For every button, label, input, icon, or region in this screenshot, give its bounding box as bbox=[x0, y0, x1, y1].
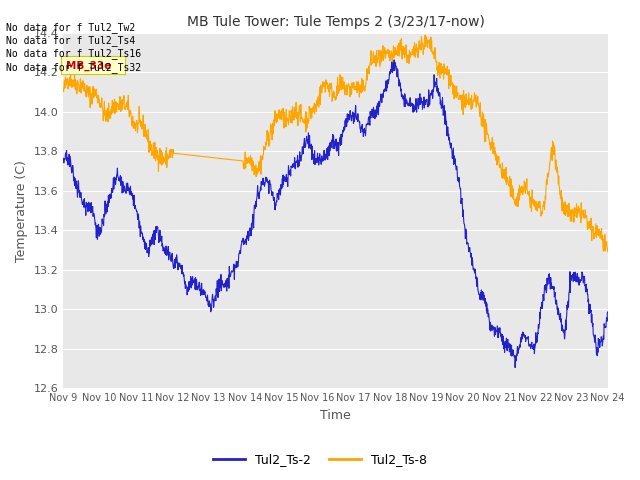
Text: No data for f Tul2_Ts32: No data for f Tul2_Ts32 bbox=[6, 62, 141, 73]
Text: MB_33e: MB_33e bbox=[66, 61, 111, 72]
X-axis label: Time: Time bbox=[320, 409, 351, 422]
Text: No data for f Tul2_Ts4: No data for f Tul2_Ts4 bbox=[6, 35, 136, 46]
Text: No data for f Tul2_Tw2: No data for f Tul2_Tw2 bbox=[6, 22, 136, 33]
Title: MB Tule Tower: Tule Temps 2 (3/23/17-now): MB Tule Tower: Tule Temps 2 (3/23/17-now… bbox=[187, 15, 484, 29]
Y-axis label: Temperature (C): Temperature (C) bbox=[15, 160, 28, 262]
Legend: Tul2_Ts-2, Tul2_Ts-8: Tul2_Ts-2, Tul2_Ts-8 bbox=[209, 448, 431, 471]
Text: No data for f Tul2_Ts16: No data for f Tul2_Ts16 bbox=[6, 48, 141, 60]
